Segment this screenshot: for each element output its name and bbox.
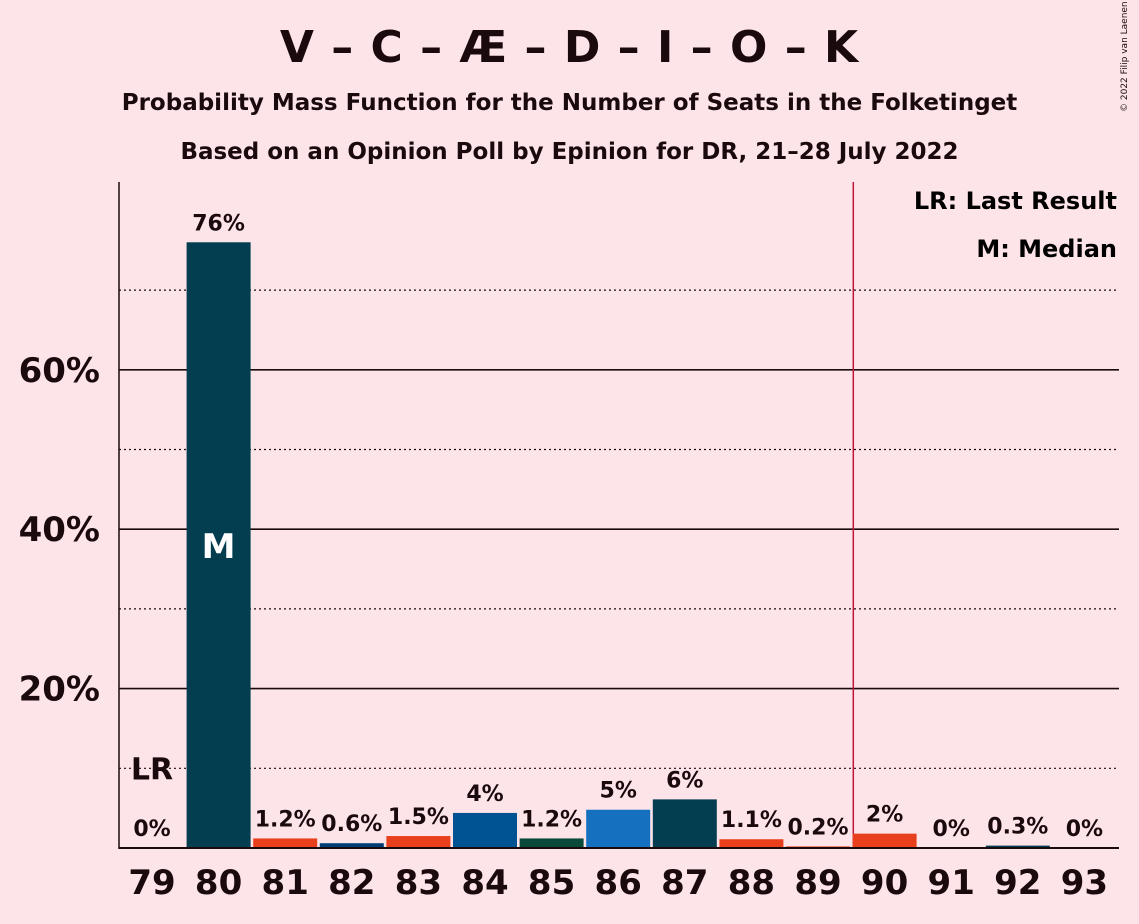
x-tick-label: 91 bbox=[928, 863, 975, 903]
x-tick-label: 85 bbox=[528, 863, 575, 903]
x-tick-label: 87 bbox=[661, 863, 708, 903]
bar bbox=[253, 838, 318, 848]
bar-value-label: 1.1% bbox=[721, 808, 782, 833]
bar bbox=[652, 799, 717, 848]
legend-item-last-result: LR: Last Result bbox=[914, 187, 1117, 215]
chart-subtitle: Probability Mass Function for the Number… bbox=[121, 90, 1018, 116]
x-tick-label: 88 bbox=[728, 863, 775, 903]
bar-value-label: 0.2% bbox=[787, 815, 848, 840]
bar-value-label: 0% bbox=[933, 817, 970, 842]
bar-value-label: 1.2% bbox=[255, 807, 316, 832]
bar-value-label: 0.6% bbox=[321, 812, 382, 837]
x-tick-label: 79 bbox=[128, 863, 175, 903]
bar bbox=[519, 838, 584, 848]
bar-value-label: 0.3% bbox=[987, 815, 1048, 840]
x-tick-label: 84 bbox=[461, 863, 508, 903]
bar-value-label: 0% bbox=[1066, 817, 1103, 842]
legend: LR: Last Result M: Median bbox=[914, 187, 1117, 263]
x-tick-label: 86 bbox=[595, 863, 642, 903]
x-tick-label: 82 bbox=[328, 863, 375, 903]
label-layer: 0%76%1.2% 0.6% 1.5%4%1.2%5% 6%1.1% 0.2%2%0% 0… bbox=[131, 211, 1103, 842]
chart-title: V – C – Æ – D – I – O – K bbox=[279, 22, 860, 73]
bar-value-label: 6% bbox=[666, 768, 703, 793]
bar bbox=[985, 845, 1050, 848]
x-tick-label: 93 bbox=[1061, 863, 1108, 903]
grid-layer bbox=[119, 182, 1119, 848]
bar-value-label: 1.5% bbox=[388, 805, 449, 830]
axis-layer: 20% 40% 60% 79 80 81 82 83 84 85 86 87 88 89 90 91 92 93 bbox=[19, 182, 1119, 903]
median-marker: M bbox=[202, 527, 236, 567]
bar-value-label: 0% bbox=[133, 817, 170, 842]
y-tick-label: 20% bbox=[19, 670, 100, 710]
legend-item-median: M: Median bbox=[976, 235, 1117, 263]
x-tick-label: 81 bbox=[262, 863, 309, 903]
x-tick-label: 80 bbox=[195, 863, 242, 903]
y-tick-label: 60% bbox=[19, 351, 100, 391]
bar-value-label: 1.2% bbox=[521, 807, 582, 832]
x-tick-label: 90 bbox=[861, 863, 908, 903]
bar-value-label: 4% bbox=[466, 782, 503, 807]
chart-subtitle-source: Based on an Opinion Poll by Epinion for … bbox=[180, 139, 959, 165]
bar bbox=[453, 812, 517, 848]
bar bbox=[852, 833, 917, 848]
bar-value-label: 5% bbox=[600, 779, 637, 804]
x-tick-label: 92 bbox=[994, 863, 1041, 903]
bar-layer bbox=[186, 242, 1050, 848]
x-tick-label: 89 bbox=[794, 863, 841, 903]
bar bbox=[719, 839, 784, 848]
bar bbox=[386, 836, 451, 848]
bar-value-label: 2% bbox=[866, 803, 903, 828]
y-tick-label: 40% bbox=[19, 510, 100, 550]
bar bbox=[186, 242, 251, 848]
bar-value-label: 76% bbox=[192, 211, 245, 236]
bar bbox=[319, 843, 384, 848]
last-result-marker: LR bbox=[131, 752, 173, 787]
bar bbox=[586, 809, 651, 848]
x-tick-label: 83 bbox=[395, 863, 442, 903]
